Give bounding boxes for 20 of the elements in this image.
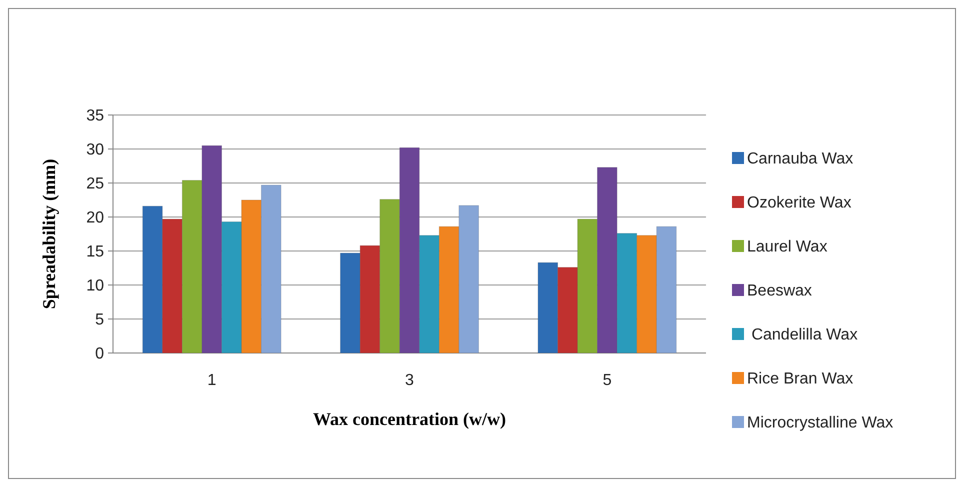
y-tick-label: 30 <box>86 142 104 159</box>
y-tick-label: 25 <box>86 176 104 193</box>
legend-label: Carnauba Wax <box>747 150 854 168</box>
x-axis-title: Wax concentration (w/w) <box>313 409 506 429</box>
y-axis-title: Spreadability (mm) <box>39 158 59 310</box>
x-tick-label: 3 <box>405 372 414 389</box>
x-tick-label: 5 <box>602 372 612 389</box>
y-tick-label: 35 <box>86 108 104 125</box>
y-tick-label: 10 <box>86 278 104 295</box>
x-tick-label: 1 <box>207 372 216 389</box>
legend-label: Beeswax <box>747 282 812 300</box>
legend-label: Ozokerite Wax <box>747 194 852 212</box>
y-tick-label: 0 <box>95 346 104 363</box>
y-tick-label: 15 <box>86 244 104 261</box>
y-tick-label: 20 <box>86 210 104 227</box>
legend-label: Candelilla Wax <box>747 326 858 344</box>
legend-label: Rice Bran Wax <box>747 370 854 388</box>
legend-label: Microcrystalline Wax <box>747 414 894 432</box>
legend-label: Laurel Wax <box>747 238 828 256</box>
y-tick-label: 5 <box>95 312 104 329</box>
